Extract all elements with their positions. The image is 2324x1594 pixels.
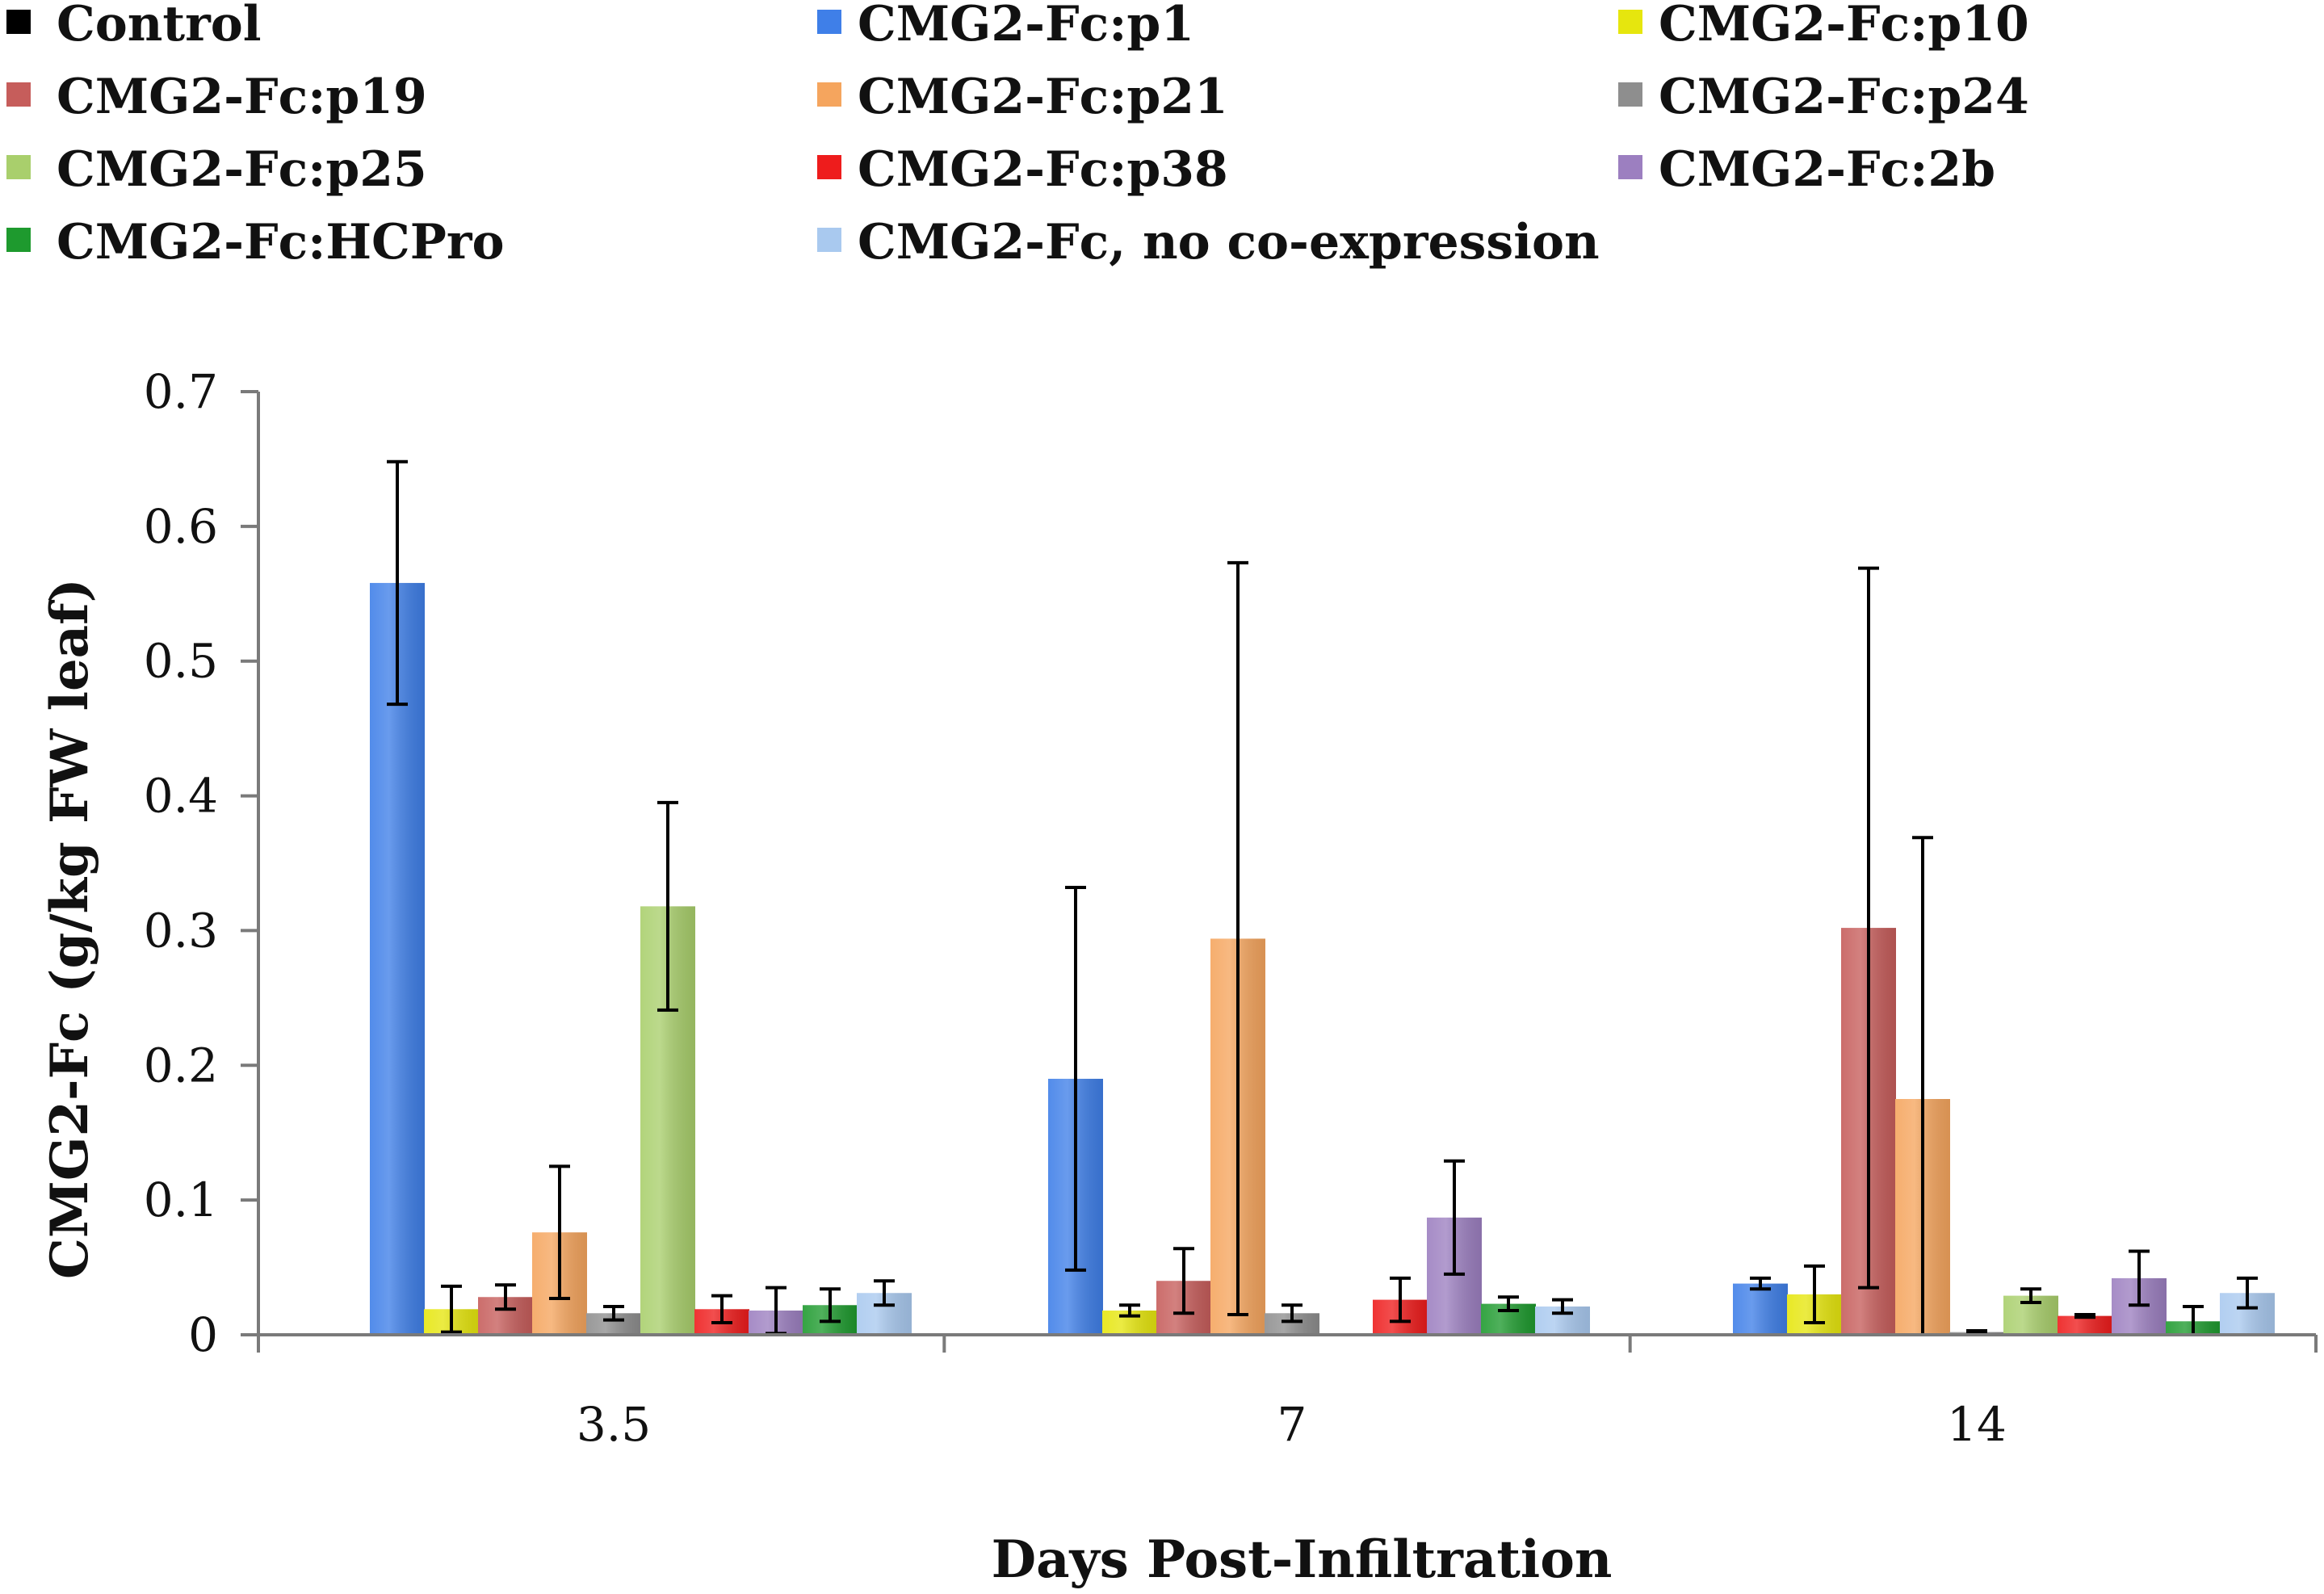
error-bar [820,1287,841,1323]
legend-item: CMG2-Fc:p38 [817,141,1228,198]
legend-item: CMG2-Fc:p25 [6,141,427,198]
error-bar [603,1304,624,1322]
bar-shading [1733,1283,1788,1335]
x-tick-label: 7 [1277,1397,1307,1452]
x-axis-title: Days Post-Infiltration [992,1529,1613,1590]
x-tick-label: 3.5 [577,1397,651,1452]
error-bar [2237,1276,2258,1310]
plot-area: 0 0.1 0.2 0.3 0.4 0.5 0.6 0.7 3.5 7 14 [144,364,2318,1452]
legend-swatch [1618,155,1642,179]
error-bar [657,800,678,1012]
legend-swatch [817,82,841,107]
error-bar [1173,1247,1194,1315]
legend-swatch [817,228,841,252]
legend-label: CMG2-Fc:p10 [1659,0,2029,52]
y-tick-label: 0.4 [144,769,218,824]
error-bar [1444,1159,1465,1276]
legend-item: Control [6,0,262,52]
legend-item: CMG2-Fc:p1 [817,0,1194,52]
bars [370,582,2275,1335]
bar-shading [2058,1315,2112,1335]
legend: Control CMG2-Fc:p1 CMG2-Fc:p10 CMG2-Fc:p19 C… [6,0,2029,271]
legend-swatch [6,155,31,179]
error-bar [2129,1249,2150,1307]
legend-item: CMG2-Fc:2b [1618,141,1995,198]
legend-label: CMG2-Fc:p24 [1659,69,2029,125]
legend-swatch [1618,10,1642,34]
error-bar [1282,1303,1303,1323]
error-bars [387,459,2258,1336]
error-bar [2074,1312,2095,1319]
error-bar [549,1164,570,1300]
y-tick-label: 0.5 [144,634,218,689]
legend-label: CMG2-Fc:p25 [57,141,427,198]
y-tick-label: 0.3 [144,903,218,958]
y-tick-label: 0.7 [144,364,218,419]
legend-label: CMG2-Fc:p1 [858,0,1194,52]
error-bar [1552,1298,1573,1315]
y-tick-label: 0.6 [144,499,218,554]
legend-swatch [1618,82,1642,107]
legend-label: CMG2-Fc:p21 [858,69,1228,125]
legend-item: CMG2-Fc:p24 [1618,69,2029,125]
legend-swatch [6,10,31,34]
legend-item: CMG2-Fc:p19 [6,69,427,125]
legend-label: CMG2-Fc:p19 [57,69,427,125]
error-bar [874,1279,895,1307]
error-bar [1227,560,1248,1316]
axes: 0 0.1 0.2 0.3 0.4 0.5 0.6 0.7 3.5 7 14 [144,364,2318,1452]
error-bar [711,1294,732,1324]
error-bar [2020,1287,2041,1304]
legend-label: CMG2-Fc:2b [1659,141,1995,198]
error-bar [387,459,408,707]
error-bar [1858,566,1879,1290]
y-axis-title: CMG2-Fc (g/kg FW leaf) [40,578,100,1279]
legend-label: CMG2-Fc, no co-expression [858,214,1600,271]
error-bar [1966,1328,1987,1336]
legend-swatch [6,82,31,107]
error-bar [1065,886,1086,1272]
legend-label: Control [57,0,262,52]
error-bar [1119,1303,1140,1318]
legend-swatch [817,155,841,179]
legend-label: CMG2-Fc:HCPro [57,214,505,271]
error-bar [495,1283,516,1311]
x-tick-label: 14 [1947,1397,2007,1452]
legend-item: CMG2-Fc:p21 [817,69,1228,125]
bar-shading [370,582,425,1335]
error-bar [1750,1276,1771,1291]
legend-item: CMG2-Fc, no co-expression [817,214,1600,271]
error-bar [1390,1276,1411,1323]
legend-item: CMG2-Fc:HCPro [6,214,505,271]
error-bar [441,1284,462,1334]
y-tick-label: 0.1 [144,1172,218,1227]
y-tick-label: 0 [188,1307,218,1362]
error-bar [1804,1264,1825,1324]
legend-label: CMG2-Fc:p38 [858,141,1228,198]
error-bar [1498,1295,1519,1312]
legend-swatch [817,10,841,34]
legend-item: CMG2-Fc:p10 [1618,0,2029,52]
legend-swatch [6,228,31,252]
y-tick-label: 0.2 [144,1038,218,1093]
